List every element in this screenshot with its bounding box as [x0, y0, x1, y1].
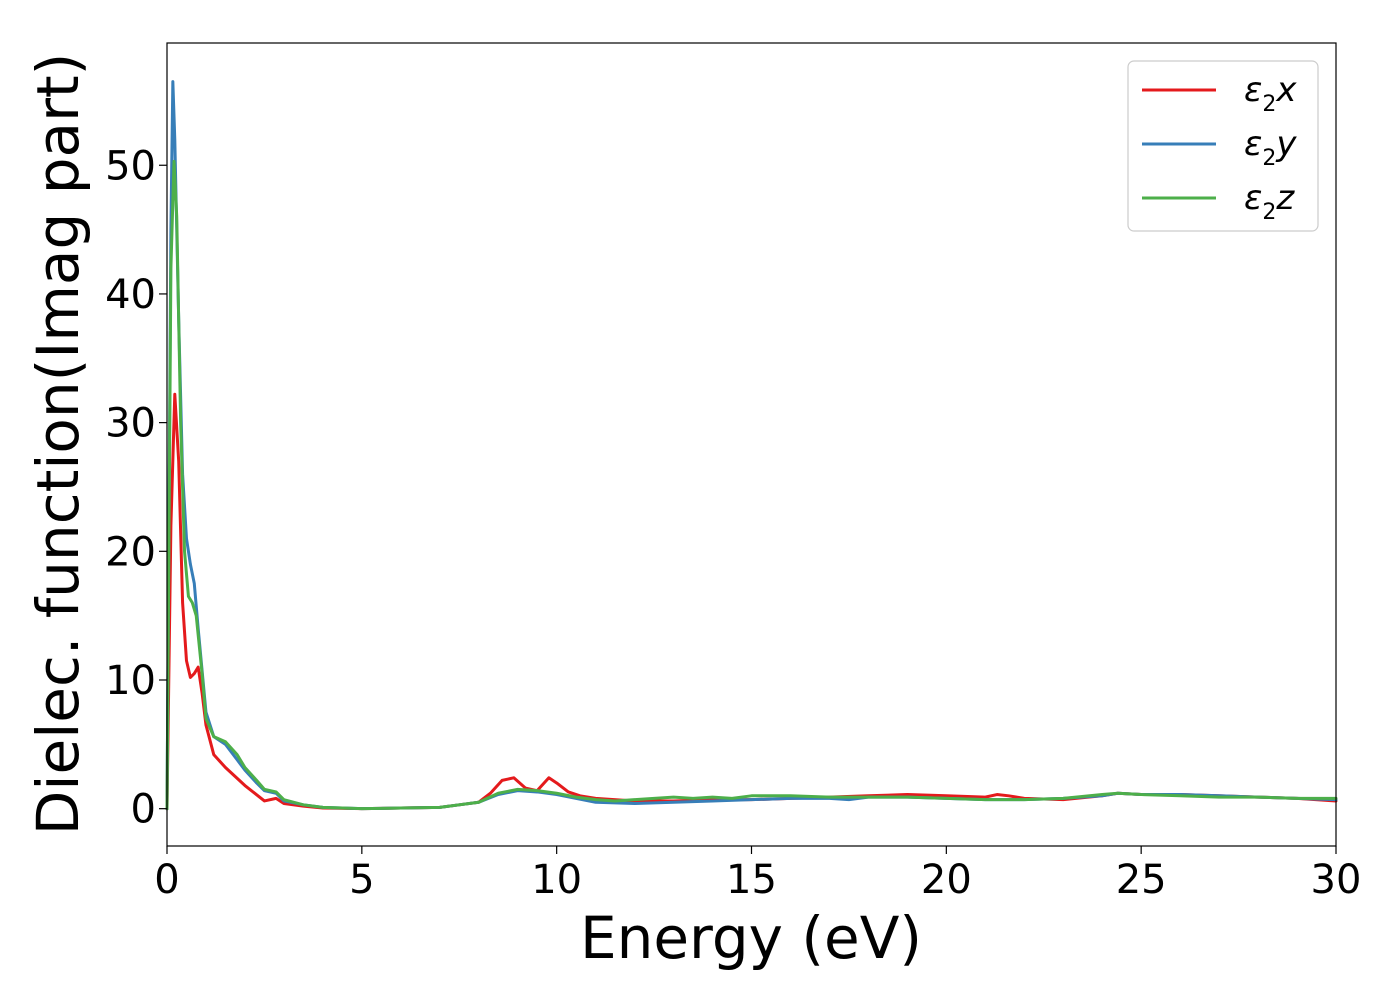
legend-label-1-main: ε: [1244, 70, 1262, 110]
y-tick-label-0: 0: [131, 787, 156, 833]
y-tick-label-5: 50: [105, 143, 156, 189]
x-tick-label-4: 20: [921, 857, 972, 903]
series-line-3: [165, 159, 1338, 811]
y-tick-label-3: 30: [105, 401, 156, 447]
x-axis-ticks: 0 5 10 15 20 25 30: [154, 846, 1361, 903]
series-line-1: [165, 392, 1338, 811]
x-axis-title: Energy (eV): [580, 904, 922, 972]
y-tick-label-1: 10: [105, 658, 156, 704]
plot-lines: [165, 80, 1338, 811]
legend-label-2-axis: y: [1275, 124, 1297, 164]
legend-box: [1127, 60, 1319, 232]
y-tick-label-4: 40: [105, 272, 156, 318]
x-tick-label-0: 0: [154, 857, 179, 903]
x-tick-label-6: 30: [1311, 857, 1362, 903]
legend-label-3: ε2z: [1244, 178, 1295, 225]
y-axis-ticks: 0 10 20 30 40 50: [105, 143, 167, 833]
x-tick-label-3: 15: [726, 857, 777, 903]
legend-label-2-subscript: 2: [1262, 146, 1276, 171]
x-tick-label-1: 5: [349, 857, 374, 903]
y-tick-label-2: 20: [105, 529, 156, 575]
legend-label-1: ε2x: [1244, 70, 1297, 117]
legend-label-1-subscript: 2: [1262, 92, 1276, 117]
x-tick-label-5: 25: [1116, 857, 1167, 903]
legend-label-3-subscript: 2: [1262, 200, 1276, 225]
legend-label-3-main: ε: [1244, 178, 1262, 218]
x-tick-label-2: 10: [531, 857, 582, 903]
legend-label-2: ε2y: [1244, 124, 1297, 171]
legend-label-2-main: ε: [1244, 124, 1262, 164]
y-axis-title: Dielec. function(Imag part): [24, 53, 92, 836]
legend-label-1-axis: x: [1275, 70, 1297, 110]
legend-label-3-axis: z: [1275, 178, 1295, 218]
